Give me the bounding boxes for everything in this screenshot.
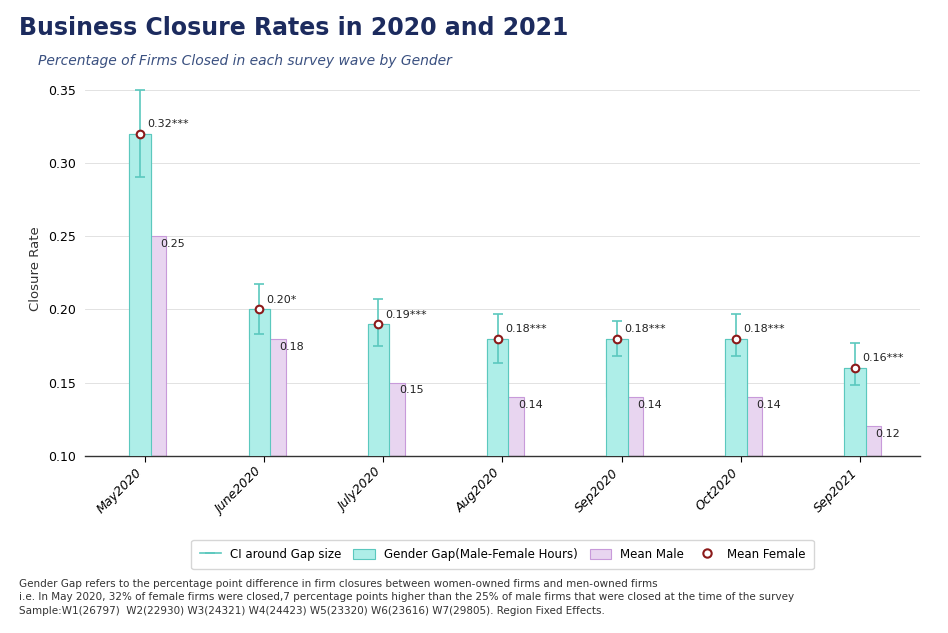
Bar bbox=[606, 339, 628, 397]
Bar bbox=[736, 397, 762, 456]
Bar bbox=[855, 427, 882, 456]
Text: 0.18***: 0.18*** bbox=[624, 324, 665, 334]
Bar bbox=[725, 339, 747, 456]
Bar bbox=[487, 339, 508, 397]
Bar bbox=[487, 339, 508, 456]
Text: 0.15: 0.15 bbox=[399, 385, 424, 396]
Bar bbox=[378, 382, 405, 456]
Legend: CI around Gap size, Gender Gap(Male-Female Hours), Mean Male, Mean Female: CI around Gap size, Gender Gap(Male-Fema… bbox=[191, 540, 813, 569]
Text: Percentage of Firms Closed in each survey wave by Gender: Percentage of Firms Closed in each surve… bbox=[38, 54, 452, 68]
Text: 0.14: 0.14 bbox=[518, 400, 542, 410]
Bar bbox=[845, 368, 866, 456]
Bar bbox=[248, 310, 270, 339]
Text: 0.16***: 0.16*** bbox=[863, 353, 903, 363]
Text: 0.14: 0.14 bbox=[637, 400, 662, 410]
Text: 0.32***: 0.32*** bbox=[147, 119, 189, 129]
Text: 0.12: 0.12 bbox=[875, 429, 901, 439]
Text: 0.19***: 0.19*** bbox=[386, 310, 428, 320]
Bar bbox=[140, 236, 166, 456]
Bar bbox=[368, 324, 390, 382]
Text: 0.18: 0.18 bbox=[280, 342, 304, 351]
Bar bbox=[130, 134, 151, 236]
Bar bbox=[606, 339, 628, 456]
Text: Business Closure Rates in 2020 and 2021: Business Closure Rates in 2020 and 2021 bbox=[19, 16, 569, 40]
Bar bbox=[498, 397, 524, 456]
Text: Gender Gap refers to the percentage point difference in firm closures between wo: Gender Gap refers to the percentage poin… bbox=[19, 579, 794, 616]
Text: 0.25: 0.25 bbox=[160, 239, 185, 249]
Bar bbox=[845, 368, 866, 427]
Text: 0.18***: 0.18*** bbox=[743, 324, 785, 334]
Bar bbox=[248, 310, 270, 456]
Y-axis label: Closure Rate: Closure Rate bbox=[29, 227, 42, 311]
Bar bbox=[368, 324, 390, 456]
Bar bbox=[725, 339, 747, 397]
Bar bbox=[617, 397, 643, 456]
Text: 0.14: 0.14 bbox=[757, 400, 781, 410]
Bar bbox=[130, 134, 151, 456]
Text: 0.18***: 0.18*** bbox=[505, 324, 546, 334]
Bar bbox=[260, 339, 285, 456]
Text: 0.20*: 0.20* bbox=[266, 295, 297, 305]
